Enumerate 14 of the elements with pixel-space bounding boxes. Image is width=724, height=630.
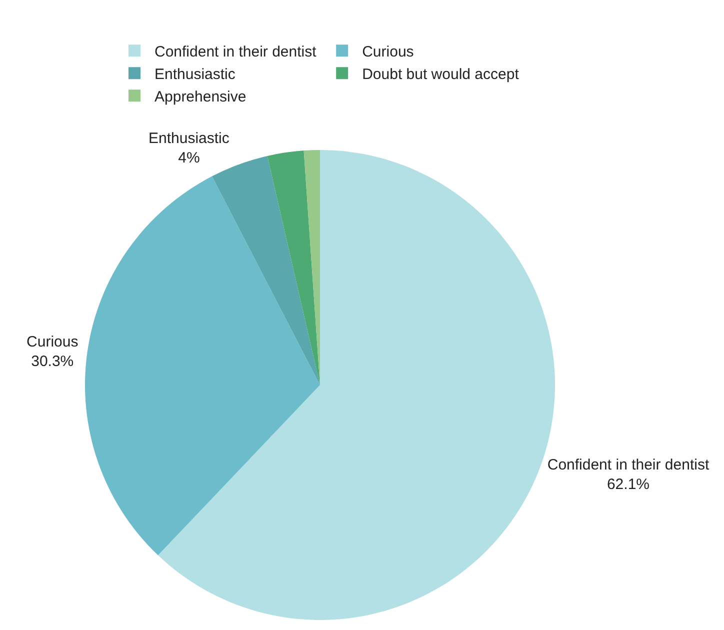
legend-label: Apprehensive bbox=[154, 88, 246, 106]
data-label: 62.1% bbox=[606, 476, 650, 493]
pie-slice bbox=[85, 176, 320, 556]
slice-label: Curious bbox=[26, 333, 78, 350]
legend-label: Curious bbox=[362, 44, 414, 60]
pie-slice bbox=[267, 150, 320, 385]
data-label: 30.3% bbox=[31, 352, 74, 370]
slice-label: Enthusiastic bbox=[148, 130, 230, 148]
slice-label: Confident in their dentist bbox=[547, 456, 710, 474]
legend-label: Enthusiastic bbox=[154, 66, 236, 83]
data-label: 4% bbox=[178, 150, 200, 167]
legend-label: Confident in their dentist bbox=[154, 44, 318, 60]
legend-label: Doubt but would accept bbox=[362, 66, 520, 83]
pie-slice bbox=[212, 156, 320, 385]
